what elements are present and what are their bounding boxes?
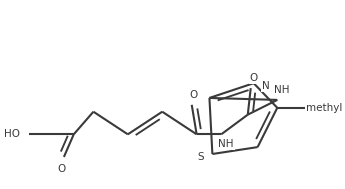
- Text: O: O: [249, 73, 258, 83]
- Text: NH: NH: [218, 139, 234, 149]
- Text: O: O: [189, 90, 198, 100]
- Text: O: O: [58, 164, 66, 174]
- Text: NH: NH: [274, 85, 290, 95]
- Text: N: N: [262, 81, 269, 91]
- Text: S: S: [197, 152, 204, 162]
- Text: HO: HO: [4, 129, 20, 139]
- Text: methyl: methyl: [306, 103, 343, 113]
